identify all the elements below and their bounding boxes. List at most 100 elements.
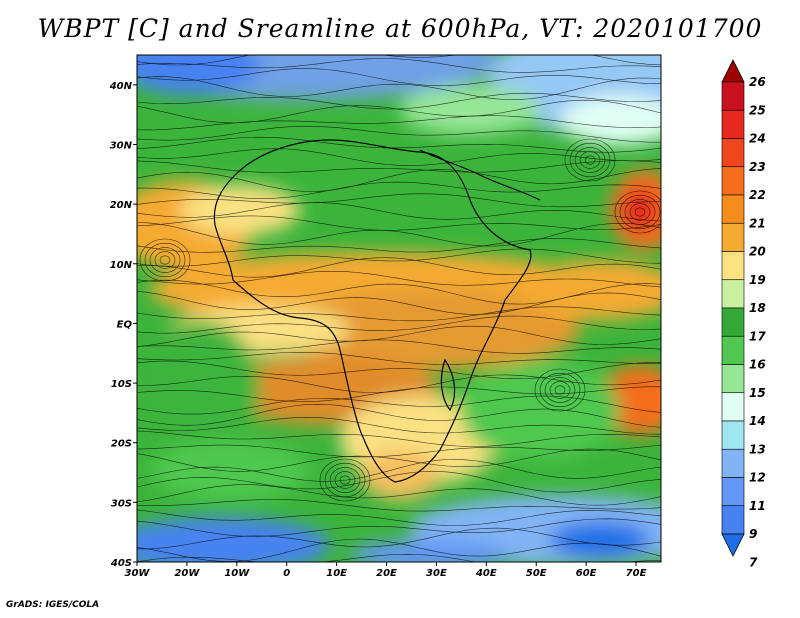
colorbar-label: 23 (749, 160, 766, 174)
lat-tick-label: 30N (110, 140, 133, 151)
colorbar-label: 12 (749, 471, 766, 485)
streamline (137, 430, 661, 447)
colorbar-swatch (721, 81, 745, 111)
streamline (137, 202, 661, 222)
lon-tick-label: 30W (125, 568, 151, 579)
streamline (137, 248, 661, 267)
vortex-ring (539, 372, 581, 408)
colorbar-label: 24 (749, 132, 766, 146)
colorbar-swatch (721, 448, 745, 478)
vortex-ring (544, 377, 576, 403)
lon-tick-label: 20E (376, 568, 397, 579)
lat-tick-label: 10N (110, 260, 133, 271)
colorbar-swatch (721, 222, 745, 252)
lon-tick-label: 20W (174, 568, 200, 579)
lon-tick-label: 0 (283, 568, 290, 579)
vortex-ring (574, 147, 606, 173)
colorbar-swatch (721, 505, 745, 535)
lat-tick-label: 40S (110, 558, 132, 569)
vortex-ring (334, 471, 356, 489)
streamline (137, 125, 661, 143)
colorbar-swatch (721, 477, 745, 507)
colorbar-swatch (721, 307, 745, 337)
figure-title: WBPT [C] and Sreamline at 600hPa, VT: 20… (37, 14, 763, 43)
colorbar-swatch (721, 251, 745, 281)
lon-tick-label: 10W (224, 568, 250, 579)
vortex-ring (554, 385, 566, 395)
colorbar-label: 18 (749, 301, 766, 315)
vortex-ring (534, 368, 586, 412)
vortex-ring (564, 138, 616, 182)
streamline (137, 160, 661, 173)
colorbar-swatch (721, 364, 745, 394)
lon-tick-label: 40E (475, 568, 497, 579)
lon-tick-label: 70E (626, 568, 647, 579)
streamline (137, 403, 661, 428)
streamline (137, 76, 661, 100)
streamline (137, 352, 661, 365)
vortex-ring (614, 190, 661, 234)
lat-tick-label: 20N (110, 200, 133, 211)
vortex-ring (319, 458, 371, 502)
streamline (137, 395, 661, 415)
vortex-ring (139, 238, 191, 282)
lat-tick-label: 10S (111, 379, 132, 390)
streamline (137, 99, 661, 124)
streamline (137, 360, 661, 380)
streamline (137, 238, 661, 253)
vortex-ring (624, 199, 656, 225)
colorbar-swatch (721, 138, 745, 168)
vortex-ring (584, 155, 596, 165)
lon-tick-label: 60E (576, 568, 597, 579)
lon-tick-label: 30E (426, 568, 447, 579)
lat-tick-label: 30S (111, 498, 132, 509)
colorbar-label: 19 (749, 273, 766, 287)
vortex-ring (149, 247, 181, 273)
streamline (137, 484, 661, 506)
streamline (137, 538, 661, 562)
colorbar-swatch (721, 166, 745, 196)
colorbar-label: 21 (749, 216, 766, 230)
streamline (137, 416, 661, 435)
streamlines (137, 55, 661, 562)
streamline (137, 518, 661, 537)
colorbar-top-arrow (721, 59, 745, 83)
streamline (137, 68, 661, 87)
streamline (137, 553, 661, 562)
vortex-ring (154, 251, 176, 269)
colorbar-label: 11 (749, 499, 766, 513)
streamline (137, 374, 661, 393)
colorbar-label: 14 (749, 414, 766, 428)
streamline (137, 306, 661, 322)
vortex-ring (619, 194, 661, 230)
colorbar-label: 13 (749, 442, 766, 456)
colorbar-bottom-arrow (721, 533, 745, 557)
colorbar-label: 20 (749, 245, 766, 259)
streamline (137, 148, 661, 166)
colorbar-label: 17 (749, 329, 766, 343)
streamline (137, 271, 661, 288)
vortex-ring (629, 203, 651, 221)
streamline (137, 315, 661, 334)
streamline (137, 136, 661, 153)
streamline (137, 58, 661, 73)
streamline (137, 527, 661, 550)
colorbar-label: 22 (749, 188, 766, 202)
coastline (213, 139, 541, 483)
streamline (137, 115, 661, 131)
vortex-ring (329, 467, 361, 493)
colorbar-swatch (721, 109, 745, 139)
lon-tick-label: 10E (326, 568, 347, 579)
streamline (137, 459, 661, 482)
vortex-ring (144, 242, 186, 278)
credit-text: GrADS: IGES/COLA (6, 600, 100, 610)
vortex-ring (324, 462, 366, 498)
colorbar-swatch (721, 279, 745, 309)
colorbar-label: 15 (749, 386, 766, 400)
streamline (137, 386, 661, 402)
colorbar-label: 26 (749, 75, 766, 89)
lat-tick-label: 20S (111, 439, 132, 450)
vortex-ring (339, 475, 351, 485)
